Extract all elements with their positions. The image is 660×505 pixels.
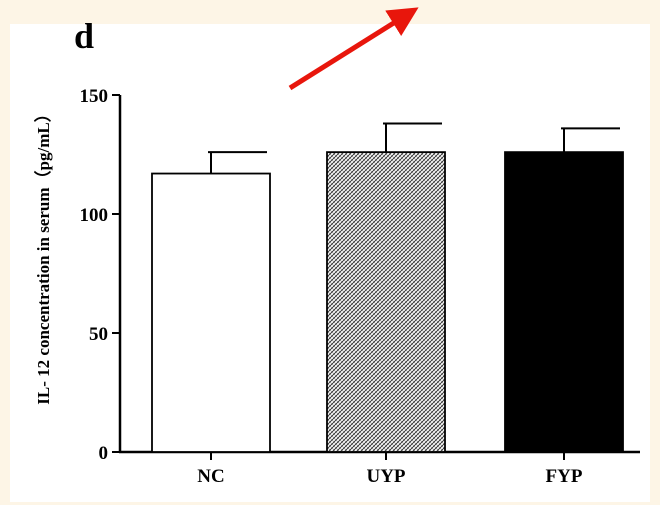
y-tick-label: 150 (80, 86, 109, 107)
y-axis-label-group: IL- 12 concentration in serum（pg/mL） (33, 105, 53, 404)
y-ticks: 0 50 100 150 (80, 86, 120, 464)
x-ticks: NC UYP FYP (197, 452, 583, 487)
x-tick-label: NC (197, 466, 224, 487)
y-tick-label: 100 (80, 205, 109, 226)
panel-label: d (74, 16, 95, 56)
bars (151, 151, 624, 453)
y-tick-label: 0 (99, 443, 109, 464)
bar (151, 172, 271, 453)
error-bars (208, 122, 620, 174)
bar (504, 151, 624, 453)
annotation-arrow (288, 7, 419, 91)
bar (326, 151, 446, 453)
x-tick-label: FYP (546, 466, 583, 487)
x-tick-label: UYP (366, 466, 405, 487)
y-tick-label: 50 (89, 324, 108, 345)
y-axis-label: IL- 12 concentration in serum（pg/mL） (33, 105, 53, 404)
